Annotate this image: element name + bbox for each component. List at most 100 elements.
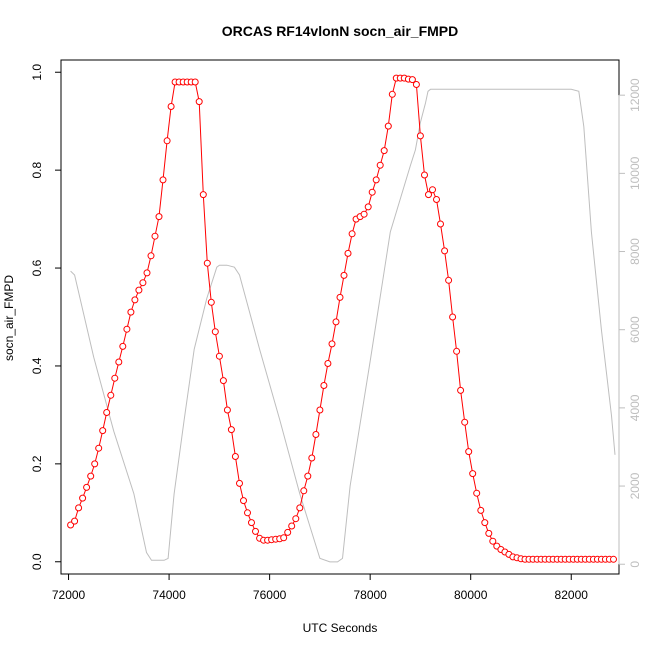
chart: ORCAS RF14vlonN socn_air_FMPD 72000 74000… bbox=[0, 0, 650, 650]
y2-tick-label: 4000 bbox=[628, 394, 642, 421]
data-point bbox=[76, 505, 82, 511]
fmpd-line bbox=[71, 78, 614, 559]
data-point bbox=[309, 455, 315, 461]
data-point bbox=[216, 353, 222, 359]
data-point bbox=[413, 82, 419, 88]
data-point bbox=[92, 461, 98, 467]
data-point bbox=[253, 528, 259, 534]
data-point bbox=[333, 319, 339, 325]
data-point bbox=[192, 79, 198, 85]
axes: 72000 74000 76000 78000 80000 820000.00.20.40… bbox=[30, 64, 642, 602]
data-point bbox=[341, 272, 347, 278]
data-point bbox=[148, 253, 154, 259]
data-point bbox=[293, 516, 299, 522]
data-point bbox=[96, 445, 102, 451]
data-point bbox=[160, 177, 166, 183]
data-point bbox=[212, 329, 218, 335]
y-tick-label: 0.4 bbox=[30, 357, 44, 374]
data-point bbox=[237, 480, 243, 486]
data-point bbox=[474, 490, 480, 496]
x-tick-label: 74000 bbox=[152, 588, 186, 602]
data-point bbox=[164, 138, 170, 144]
data-point bbox=[100, 428, 106, 434]
data-point bbox=[228, 427, 234, 433]
data-point bbox=[446, 277, 452, 283]
data-point bbox=[208, 299, 214, 305]
data-point bbox=[196, 99, 202, 105]
data-point bbox=[385, 123, 391, 129]
y2-tick-label: 6000 bbox=[628, 316, 642, 343]
data-point bbox=[132, 297, 138, 303]
altitude-line bbox=[71, 89, 615, 562]
x-tick-label: 76000 bbox=[253, 588, 287, 602]
data-point bbox=[168, 104, 174, 110]
data-point bbox=[317, 407, 323, 413]
data-point bbox=[462, 419, 468, 425]
data-point bbox=[381, 148, 387, 154]
y-tick-label: 0.8 bbox=[30, 161, 44, 178]
data-point bbox=[345, 250, 351, 256]
data-point bbox=[369, 189, 375, 195]
data-point bbox=[120, 343, 126, 349]
data-point bbox=[377, 162, 383, 168]
data-point bbox=[466, 449, 472, 455]
data-point bbox=[486, 530, 492, 536]
y2-tick-label: 8000 bbox=[628, 238, 642, 265]
data-point bbox=[116, 359, 122, 365]
data-point bbox=[112, 375, 118, 381]
data-point bbox=[478, 507, 484, 513]
data-point bbox=[373, 177, 379, 183]
data-point bbox=[458, 387, 464, 393]
plot-frame bbox=[61, 60, 619, 574]
x-tick-label: 80000 bbox=[454, 588, 488, 602]
data-point bbox=[321, 383, 327, 389]
data-point bbox=[470, 471, 476, 477]
y2-tick-label: 2000 bbox=[628, 472, 642, 499]
data-point bbox=[144, 270, 150, 276]
data-point bbox=[297, 505, 303, 511]
data-point bbox=[454, 348, 460, 354]
data-point bbox=[140, 280, 146, 286]
data-point bbox=[108, 392, 114, 398]
y-tick-label: 0.2 bbox=[30, 455, 44, 472]
data-point bbox=[329, 341, 335, 347]
data-point bbox=[285, 529, 291, 535]
data-point bbox=[156, 214, 162, 220]
data-point bbox=[224, 407, 230, 413]
data-point bbox=[482, 520, 488, 526]
x-tick-label: 78000 bbox=[353, 588, 387, 602]
data-point bbox=[361, 211, 367, 217]
data-point bbox=[422, 172, 428, 178]
x-axis-label: UTC Seconds bbox=[303, 621, 378, 635]
primary-points bbox=[68, 75, 617, 562]
data-point bbox=[611, 556, 617, 562]
data-point bbox=[281, 535, 287, 541]
data-point bbox=[124, 326, 130, 332]
data-point bbox=[434, 197, 440, 203]
data-point bbox=[204, 260, 210, 266]
data-point bbox=[337, 294, 343, 300]
secondary-series bbox=[71, 89, 615, 562]
data-point bbox=[200, 192, 206, 198]
data-point bbox=[245, 510, 251, 516]
data-point bbox=[442, 248, 448, 254]
data-point bbox=[72, 518, 78, 524]
data-point bbox=[305, 473, 311, 479]
x-tick-label: 82000 bbox=[555, 588, 589, 602]
y-axis-label: socn_air_FMPD bbox=[2, 275, 16, 361]
data-point bbox=[417, 133, 423, 139]
data-point bbox=[325, 361, 331, 367]
primary-series bbox=[71, 78, 614, 559]
data-point bbox=[80, 495, 86, 501]
data-point bbox=[104, 410, 110, 416]
y-tick-label: 0.6 bbox=[30, 259, 44, 276]
data-point bbox=[289, 523, 295, 529]
data-point bbox=[365, 204, 371, 210]
data-point bbox=[249, 520, 255, 526]
data-point bbox=[84, 484, 90, 490]
data-point bbox=[349, 231, 355, 237]
y2-tick-label: 0 bbox=[628, 561, 642, 568]
data-point bbox=[220, 378, 226, 384]
data-point bbox=[232, 454, 238, 460]
data-point bbox=[152, 233, 158, 239]
